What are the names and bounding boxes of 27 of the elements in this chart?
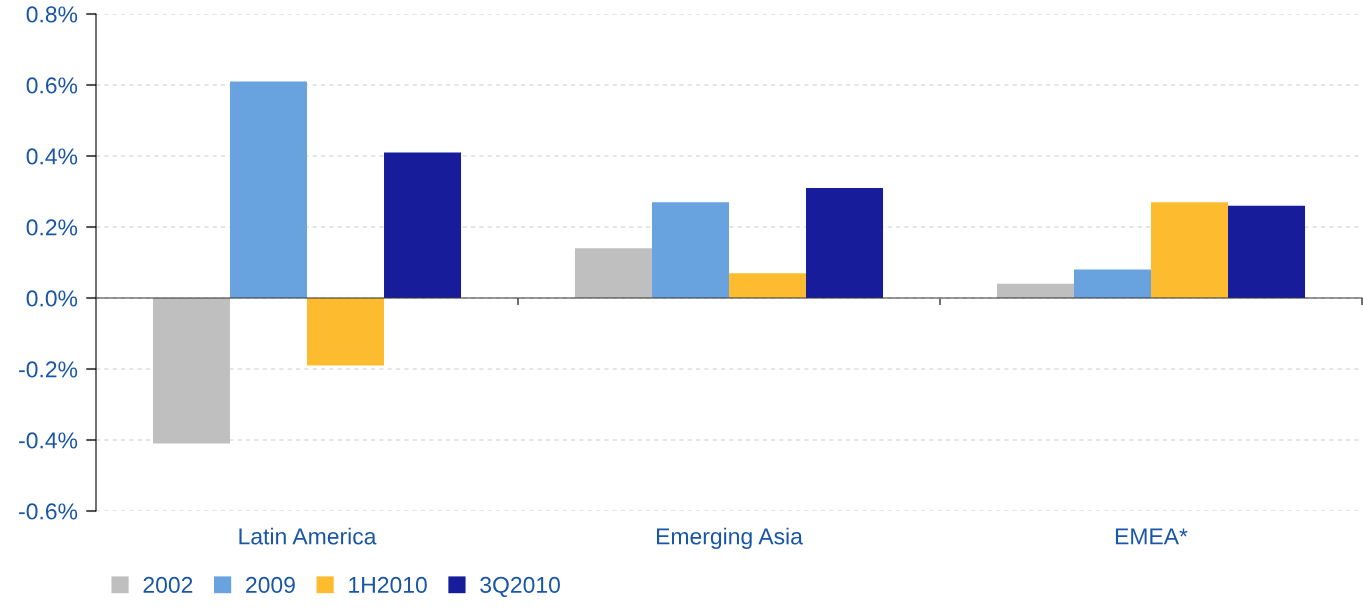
y-tick-label: 0.2%: [26, 219, 78, 236]
y-tick-label: -0.4%: [19, 432, 78, 449]
y-tick-label: 0.8%: [26, 6, 78, 23]
bar: [1073, 269, 1151, 298]
bar: [806, 187, 884, 298]
x-tick-label: Latin America: [239, 527, 377, 545]
y-tick-label: 0.4%: [26, 148, 78, 165]
bar: [651, 202, 729, 298]
bar: [307, 298, 385, 366]
bar: [152, 298, 230, 444]
x-tick-label: Emerging Asia: [657, 527, 803, 550]
y-tick-label: -0.6%: [19, 503, 78, 520]
y-tick-label: 0.0%: [26, 290, 78, 307]
y-tick-label: 0.6%: [26, 77, 78, 94]
legend-label: 1H2010: [349, 576, 427, 594]
bar: [574, 248, 652, 298]
bar: [229, 81, 307, 298]
legend-label: 3Q2010: [480, 576, 560, 598]
bar: [384, 152, 462, 298]
y-tick-label: -0.2%: [19, 361, 78, 378]
legend-label: 2002: [143, 576, 193, 594]
bar: [1151, 202, 1229, 298]
bar: [996, 283, 1074, 298]
legend-label: 2009: [246, 576, 295, 594]
bar: [1228, 205, 1306, 298]
x-tick-label: EMEA*: [1115, 528, 1188, 545]
bar: [729, 273, 807, 298]
